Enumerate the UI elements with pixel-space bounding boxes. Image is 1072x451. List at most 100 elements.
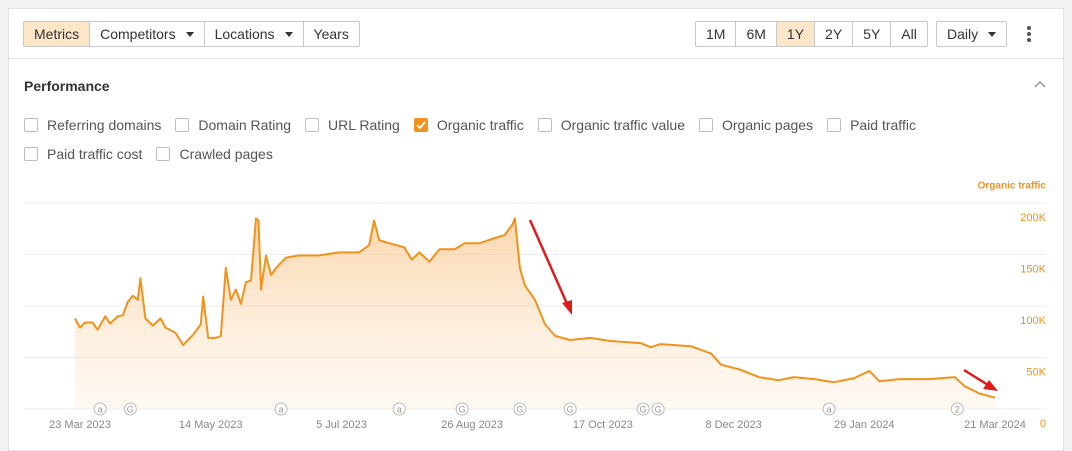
plot bbox=[74, 217, 996, 409]
toolbar: Metrics Competitors Locations Years 1M 6M 1Y 2… bbox=[9, 9, 1063, 59]
interval-select[interactable]: Daily bbox=[936, 21, 1008, 47]
checkbox bbox=[413, 118, 428, 132]
metric-label: Domain Rating bbox=[198, 117, 291, 133]
metric-checkbox[interactable]: Organic traffic value bbox=[537, 116, 685, 134]
y-tick-label: 200K bbox=[1020, 212, 1046, 224]
tab-label: Competitors bbox=[100, 26, 176, 42]
range-button-label: 6M bbox=[746, 26, 766, 42]
event-marker bbox=[513, 402, 527, 416]
event-marker bbox=[950, 402, 964, 416]
dropdown-caret bbox=[185, 31, 194, 37]
labels: Organic traffic 0 50K 100K 150K 200K 23 Mar 20… bbox=[49, 181, 1047, 431]
x-tick-label: 23 Mar 2023 bbox=[49, 419, 111, 431]
checkbox bbox=[699, 118, 713, 132]
x-tick-label: 17 Oct 2023 bbox=[573, 419, 633, 431]
metric-checkbox[interactable]: Crawled pages bbox=[156, 145, 273, 163]
checkmark bbox=[416, 121, 426, 129]
checkbox bbox=[537, 118, 552, 132]
range-button-label: 5Y bbox=[863, 26, 881, 42]
tab[interactable]: Years bbox=[302, 21, 360, 47]
x-tick-label: 21 Mar 2024 bbox=[964, 419, 1026, 431]
event-label: G bbox=[640, 404, 647, 414]
metric-label: Organic traffic bbox=[436, 117, 524, 133]
x-tick-label: 5 Jul 2023 bbox=[316, 419, 367, 431]
metric-checkbox[interactable]: Organic pages bbox=[699, 116, 813, 134]
range-button-label: 2Y bbox=[825, 26, 843, 42]
range-button[interactable]: 2Y bbox=[814, 21, 854, 47]
event-label: 2 bbox=[955, 404, 960, 414]
metric-label: Paid traffic bbox=[850, 117, 916, 133]
tab[interactable]: Locations bbox=[203, 21, 304, 47]
metric-checkbox[interactable]: Domain Rating bbox=[175, 116, 291, 134]
event-label: G bbox=[516, 404, 523, 414]
checkbox bbox=[24, 147, 38, 161]
panel-title: Performance bbox=[24, 78, 110, 94]
metric-label: URL Rating bbox=[328, 117, 400, 133]
range-button-label: 1Y bbox=[786, 26, 805, 42]
traffic-line bbox=[74, 217, 996, 399]
metric-label: Organic pages bbox=[722, 117, 814, 133]
checkbox bbox=[305, 118, 319, 132]
metric-checkbox[interactable]: Paid traffic bbox=[827, 116, 916, 134]
more-menu[interactable] bbox=[1026, 26, 1032, 42]
event-label: a bbox=[827, 404, 832, 414]
tab-label: Metrics bbox=[34, 26, 80, 42]
event-label: a bbox=[397, 404, 402, 414]
dropdown-caret bbox=[284, 31, 293, 37]
x-tick-label: 8 Dec 2023 bbox=[705, 419, 761, 431]
y-axis-title: Organic traffic bbox=[978, 181, 1047, 192]
event-label: G bbox=[655, 404, 662, 414]
interval-select-label: Daily bbox=[947, 26, 979, 42]
x-tick-label: 26 Aug 2023 bbox=[441, 419, 503, 431]
event-label: a bbox=[279, 404, 284, 414]
metric-checkbox[interactable]: Referring domains bbox=[24, 116, 161, 134]
event-marker bbox=[563, 402, 577, 416]
checkbox bbox=[24, 118, 38, 132]
x-tick-label: 14 May 2023 bbox=[179, 419, 243, 431]
range-group: 1M 6M 1Y 2Y 5Y All bbox=[695, 21, 928, 47]
range-button[interactable]: All bbox=[890, 21, 928, 47]
event-marker bbox=[93, 402, 107, 416]
event-label: G bbox=[567, 404, 574, 414]
interval-group: Daily bbox=[936, 21, 1008, 47]
checkbox bbox=[175, 118, 190, 132]
collapse-toggle[interactable] bbox=[1033, 79, 1047, 89]
tab-group: Metrics Competitors Locations Years bbox=[23, 21, 360, 47]
metric-label: Referring domains bbox=[47, 117, 162, 133]
event-label: G bbox=[127, 404, 134, 414]
area-fill bbox=[75, 218, 995, 409]
event-marker bbox=[651, 402, 665, 416]
tab[interactable]: Metrics bbox=[23, 21, 91, 47]
range-button[interactable]: 5Y bbox=[852, 21, 892, 47]
y-tick-label: 50K bbox=[1026, 366, 1046, 378]
event-marker bbox=[455, 402, 469, 416]
range-button-label: All bbox=[901, 26, 917, 42]
checkbox bbox=[156, 147, 171, 161]
metric-checkbox[interactable]: Organic traffic bbox=[413, 116, 524, 134]
event-label: a bbox=[98, 404, 103, 414]
tab-label: Years bbox=[313, 26, 349, 42]
dropdown-caret bbox=[988, 31, 997, 37]
annotation-arrows bbox=[528, 219, 998, 391]
y-tick-label: 150K bbox=[1020, 263, 1046, 275]
y-tick-label: 100K bbox=[1020, 315, 1046, 327]
event-marker bbox=[274, 402, 288, 416]
range-button[interactable]: 1M bbox=[695, 21, 737, 47]
event-marker bbox=[392, 402, 406, 416]
event-marker bbox=[636, 402, 650, 416]
metric-checkbox[interactable]: URL Rating bbox=[305, 116, 400, 134]
event-label: G bbox=[459, 404, 466, 414]
metric-list: Referring domains Domain Rating URL Rating… bbox=[24, 116, 1034, 163]
tab[interactable]: Competitors bbox=[89, 21, 205, 47]
checkbox bbox=[827, 118, 842, 132]
metric-checkbox[interactable]: Paid traffic cost bbox=[24, 145, 142, 163]
range-button-label: 1M bbox=[706, 26, 726, 42]
event-marker bbox=[822, 402, 836, 416]
tab-label: Locations bbox=[214, 26, 275, 42]
metric-label: Paid traffic cost bbox=[47, 146, 143, 162]
metric-label: Crawled pages bbox=[179, 146, 273, 162]
